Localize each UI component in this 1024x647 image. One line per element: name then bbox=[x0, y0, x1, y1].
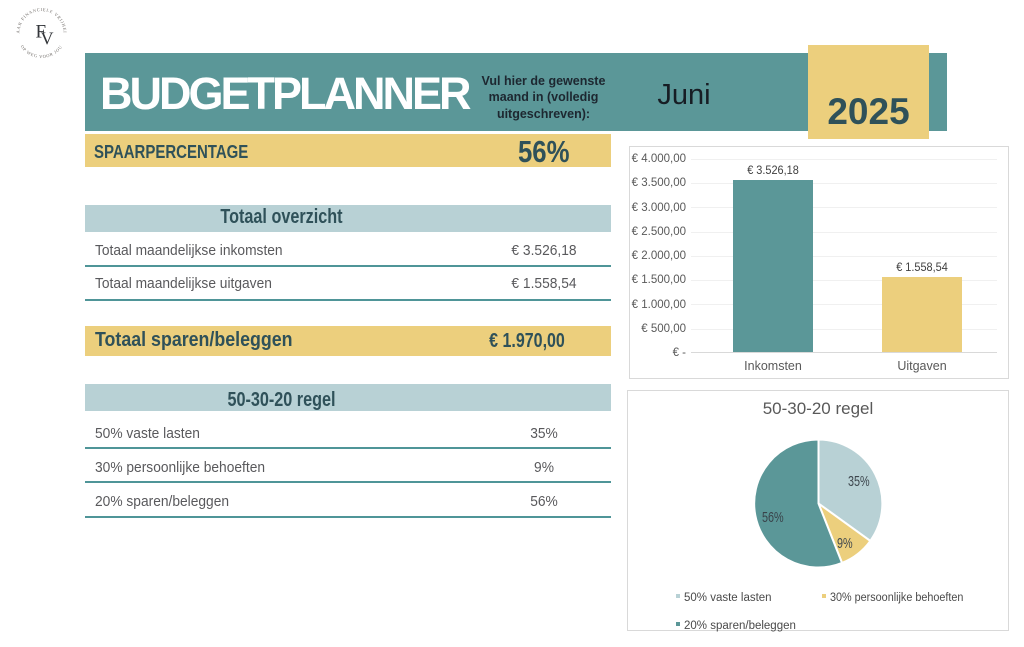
svg-text:F: F bbox=[36, 22, 47, 43]
svg-text:V: V bbox=[41, 29, 54, 49]
